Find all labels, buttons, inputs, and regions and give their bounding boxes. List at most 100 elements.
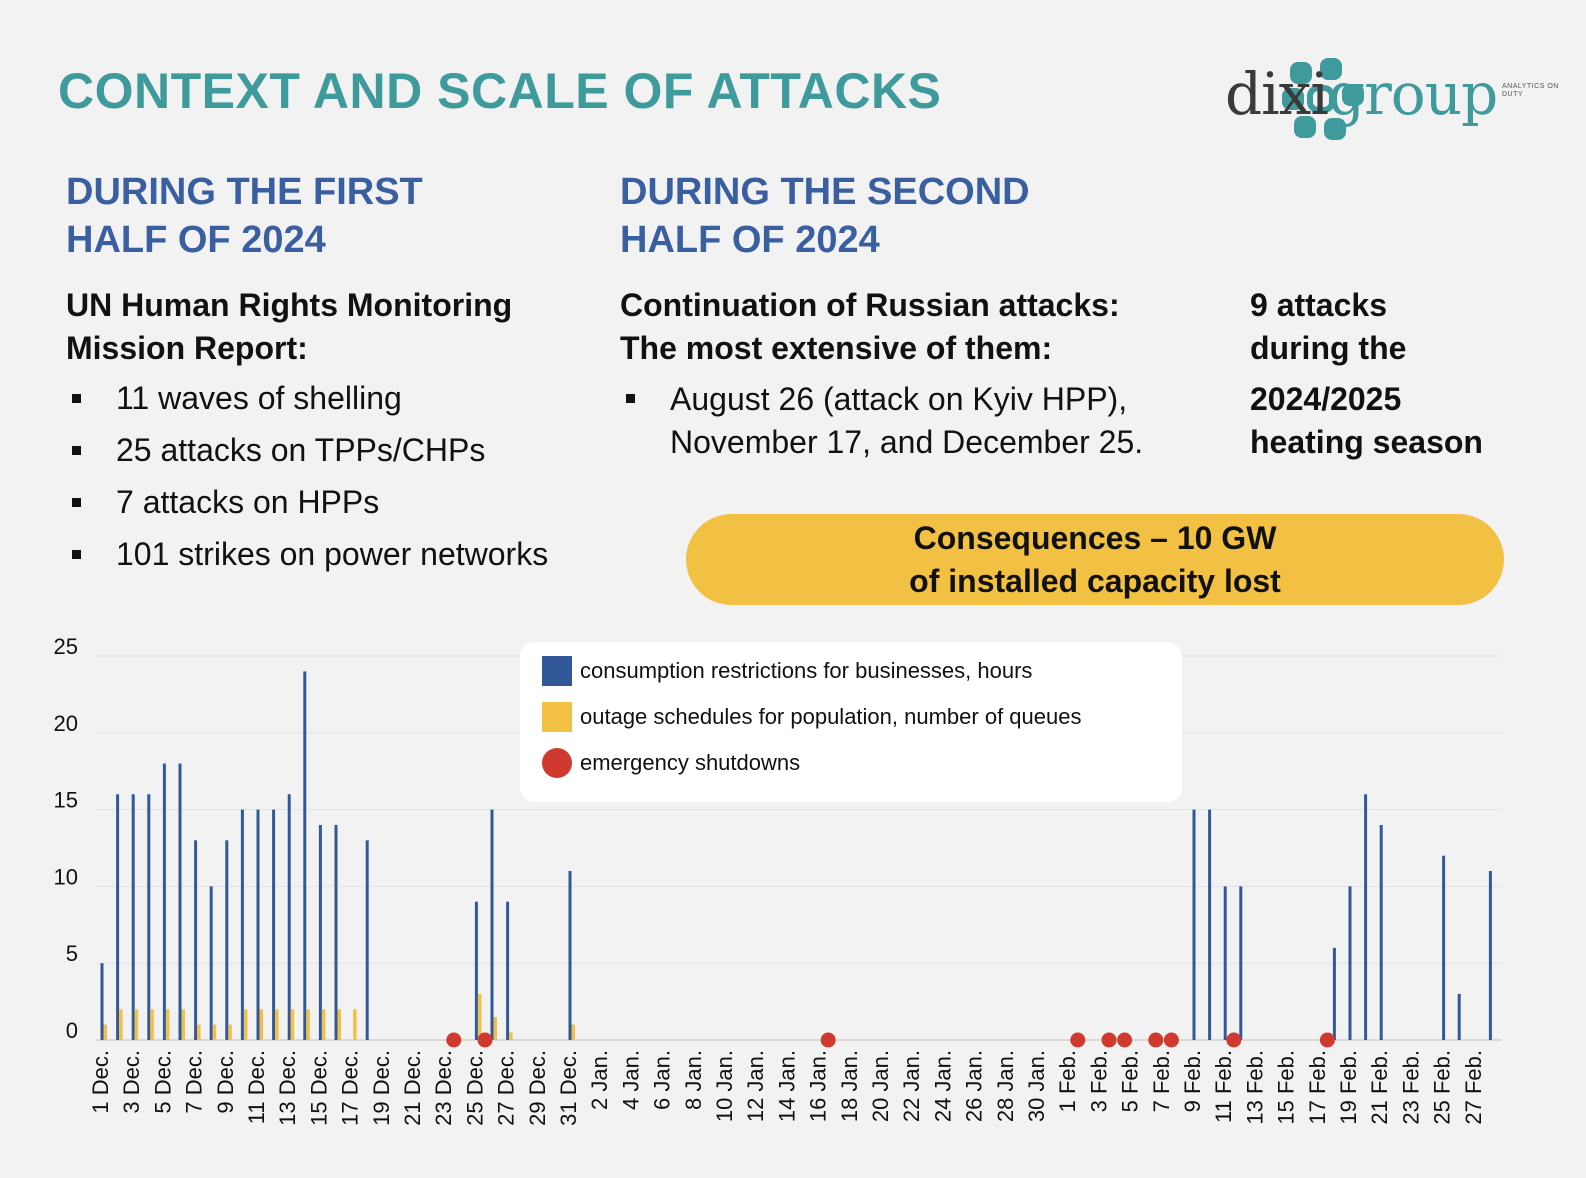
note-line: 2024/2025 — [1250, 381, 1402, 417]
marker-emergency-shutdown — [1101, 1032, 1117, 1048]
bar-outages — [150, 1009, 154, 1040]
marker-emergency-shutdown — [1117, 1032, 1133, 1048]
x-tick-label: 5 Feb. — [1118, 1050, 1143, 1112]
marker-emergency-shutdown — [477, 1032, 493, 1048]
russian-attacks-heading: Continuation of Russian attacks: The mos… — [620, 287, 1120, 366]
bar-restrictions — [365, 840, 369, 1040]
first-half-bullets: 11 waves of shelling 25 attacks on TPPs/… — [66, 372, 548, 580]
bar-outages — [290, 1009, 295, 1040]
x-tick-label: 7 Dec. — [182, 1050, 207, 1114]
bullet-square — [626, 394, 635, 403]
bar-restrictions — [1332, 947, 1336, 1040]
x-tick-label: 10 Jan. — [712, 1050, 737, 1122]
legend-swatch-yellow — [542, 702, 572, 732]
bar-restrictions — [1239, 886, 1243, 1040]
bar-outages — [353, 1009, 357, 1040]
x-tick-label: 14 Jan. — [774, 1050, 799, 1122]
bar-outages — [243, 1009, 248, 1040]
bar-restrictions — [1192, 809, 1196, 1040]
x-tick-label: 29 Dec. — [525, 1050, 550, 1126]
bar-restrictions — [178, 763, 182, 1040]
x-tick-label: 25 Feb. — [1430, 1050, 1455, 1125]
x-tick-label: 13 Dec. — [275, 1050, 300, 1126]
bar-outages — [337, 1009, 341, 1040]
bar-outages — [228, 1024, 232, 1040]
y-tick-label: 20 — [54, 711, 78, 736]
bullet-text: 25 attacks on TPPs/CHPs — [116, 432, 486, 468]
x-tick-label: 7 Feb. — [1149, 1050, 1174, 1112]
x-tick-label: 6 Jan. — [650, 1050, 675, 1110]
first-half-heading: DURING THE FIRST HALF OF 2024 — [66, 171, 423, 261]
list-item: 7 attacks on HPPs — [66, 476, 548, 528]
x-tick-label: 8 Jan. — [681, 1050, 706, 1110]
x-tick-label: 21 Dec. — [400, 1050, 425, 1126]
x-tick-label: 22 Jan. — [899, 1050, 924, 1122]
x-tick-label: 19 Feb. — [1336, 1050, 1361, 1125]
bar-outages — [197, 1024, 201, 1040]
bar-outages — [493, 1016, 497, 1040]
x-tick-label: 16 Jan. — [806, 1050, 831, 1122]
legend-dot-red — [542, 748, 572, 778]
logo-dixi: dixi — [1225, 60, 1329, 128]
x-tick-label: 9 Dec. — [213, 1050, 238, 1114]
x-tick-label: 27 Dec. — [494, 1050, 519, 1126]
bar-outages — [259, 1009, 263, 1040]
x-tick-label: 28 Jan. — [993, 1050, 1018, 1122]
x-tick-label: 1 Dec. — [88, 1050, 113, 1114]
bullet-text-line2: November 17, and December 25. — [670, 424, 1144, 460]
bar-restrictions — [1208, 809, 1212, 1040]
bar-outages — [165, 1009, 170, 1040]
second-half-bullet: August 26 (attack on Kyiv HPP), November… — [620, 378, 1143, 464]
second-half-heading: DURING THE SECOND HALF OF 2024 — [620, 171, 1030, 261]
un-report-heading: UN Human Rights Monitoring Mission Repor… — [66, 287, 513, 366]
x-tick-label: 1 Feb. — [1055, 1050, 1080, 1112]
bar-restrictions — [116, 794, 120, 1040]
bar-restrictions — [1442, 855, 1446, 1040]
x-tick-label: 3 Feb. — [1086, 1050, 1111, 1112]
bar-restrictions — [147, 794, 151, 1040]
chart-legend: consumption restrictions for businesses,… — [520, 642, 1182, 802]
list-item: 101 strikes on power networks — [66, 528, 548, 580]
page-title: CONTEXT AND SCALE OF ATTACKS — [58, 63, 942, 119]
bar-restrictions — [256, 809, 260, 1040]
note-line: heating season — [1250, 424, 1483, 460]
x-tick-label: 20 Jan. — [868, 1050, 893, 1122]
bullet-text: 7 attacks on HPPs — [116, 484, 380, 520]
x-tick-label: 5 Dec. — [150, 1050, 175, 1114]
bar-restrictions — [162, 763, 166, 1040]
note-line: during the — [1250, 330, 1407, 366]
bar-outages — [321, 1009, 326, 1040]
x-tick-label: 12 Jan. — [743, 1050, 768, 1122]
legend-swatch-blue — [542, 656, 572, 686]
list-item: 11 waves of shelling — [66, 372, 548, 424]
legend-item-outages: outage schedules for population, number … — [542, 702, 1081, 732]
legend-label: outage schedules for population, number … — [580, 704, 1082, 729]
heating-season-note: 9 attacks during the 2024/2025 heating s… — [1250, 284, 1483, 464]
x-tick-label: 9 Feb. — [1180, 1050, 1205, 1112]
bar-restrictions — [1488, 871, 1492, 1040]
bar-restrictions — [1223, 886, 1227, 1040]
bar-restrictions — [490, 809, 494, 1040]
logo-group: group — [1327, 60, 1498, 128]
consequences-banner: Consequences – 10 GW of installed capaci… — [686, 514, 1504, 605]
bullet-text: 101 strikes on power networks — [116, 536, 549, 572]
y-tick-label: 25 — [54, 634, 78, 659]
bullet-text: 11 waves of shelling — [116, 380, 402, 416]
bar-outages — [306, 1009, 310, 1040]
marker-emergency-shutdown — [1319, 1032, 1335, 1048]
x-tick-label: 31 Dec. — [556, 1050, 581, 1126]
bar-outages — [212, 1024, 217, 1040]
legend-label: consumption restrictions for businesses,… — [580, 658, 1033, 683]
x-tick-label: 21 Feb. — [1367, 1050, 1392, 1125]
x-tick-label: 11 Dec. — [244, 1050, 269, 1124]
bullet-text-line1: August 26 (attack on Kyiv HPP), — [670, 381, 1128, 417]
list-item: 25 attacks on TPPs/CHPs — [66, 424, 548, 476]
y-tick-label: 0 — [66, 1018, 78, 1043]
x-tick-label: 24 Jan. — [930, 1050, 955, 1122]
consequences-text: Consequences – 10 GW of installed capaci… — [909, 519, 1281, 599]
y-tick-label: 10 — [54, 864, 78, 889]
x-tick-label: 15 Dec. — [306, 1050, 331, 1126]
bar-outages — [477, 993, 482, 1040]
marker-emergency-shutdown — [446, 1032, 462, 1048]
